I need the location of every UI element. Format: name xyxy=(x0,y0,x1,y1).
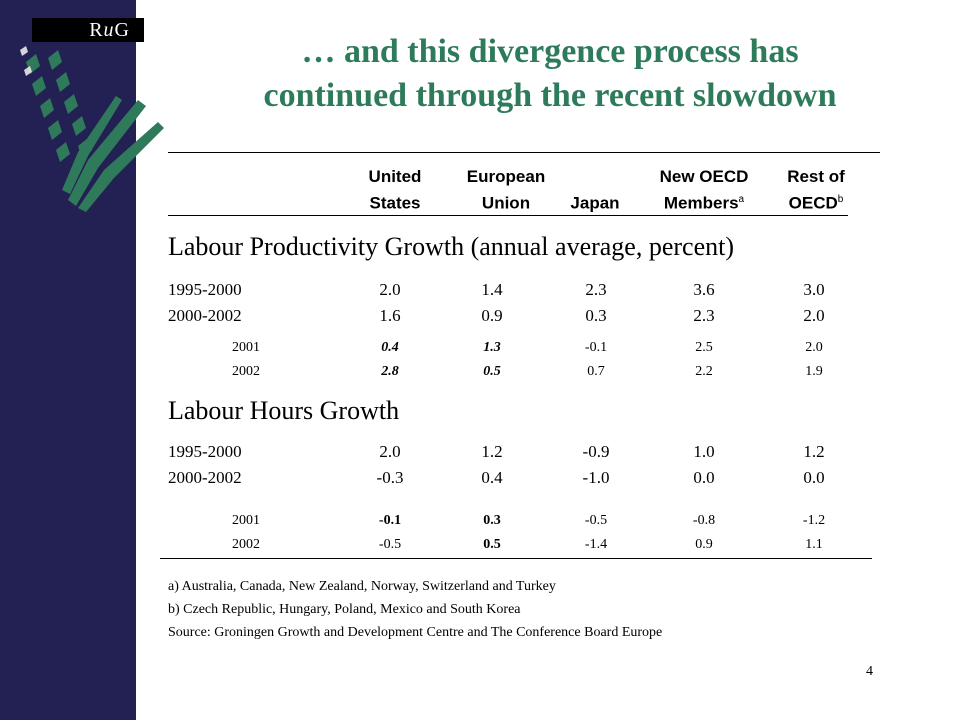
row-label: 2001 xyxy=(232,513,260,528)
table-cell: 2.0 xyxy=(805,340,823,355)
column-header: Japan xyxy=(525,165,665,215)
table-cell: 2.5 xyxy=(695,340,713,355)
table-cell: -1.2 xyxy=(802,513,826,528)
table-cell: 0.4 xyxy=(481,468,503,487)
section-title: Labour Productivity Growth (annual avera… xyxy=(168,232,735,261)
column-header: New OECD Membersa xyxy=(634,165,774,215)
table-cell: 0.4 xyxy=(381,340,399,355)
logo-text-prefix: R xyxy=(89,19,104,41)
page-title: … and this divergence process has contin… xyxy=(150,30,950,118)
table-cell: -0.1 xyxy=(584,340,608,355)
column-header-line-2-text: States xyxy=(369,193,421,213)
table-cell: -0.1 xyxy=(378,513,402,528)
column-header-line-2: Membersa xyxy=(634,188,774,215)
column-header-line-2-text: OECD xyxy=(788,193,838,213)
column-header-line-1: Rest of xyxy=(787,167,845,186)
row-label: 2000-2002 xyxy=(168,468,242,487)
table-cell: 0.0 xyxy=(693,468,715,487)
table-cell: 3.0 xyxy=(803,280,825,299)
column-header-line-2: OECDb xyxy=(746,188,886,215)
table-cell: 0.0 xyxy=(803,468,825,487)
row-label: 1995-2000 xyxy=(168,280,242,299)
table-cell: -0.3 xyxy=(376,468,404,487)
row-label: 2002 xyxy=(232,364,260,379)
table-top-rule xyxy=(168,152,880,153)
column-header-line-2: Japan xyxy=(525,188,665,215)
table-cell: 1.4 xyxy=(481,280,503,299)
row-label: 2002 xyxy=(232,537,260,552)
table-cell: 2.0 xyxy=(379,280,401,299)
table-cell: 2.2 xyxy=(695,364,713,379)
logo-text-italic: u xyxy=(103,19,115,41)
table-cell: 1.2 xyxy=(481,442,503,461)
table-cell: -0.8 xyxy=(692,513,716,528)
column-header-line-2-text: Japan xyxy=(570,193,620,213)
table-cell: -1.0 xyxy=(582,468,610,487)
column-header-line-2-text: Members xyxy=(663,193,739,213)
header-bottom-rule xyxy=(168,215,848,216)
table-cell: 0.5 xyxy=(483,364,501,379)
table-cell: 1.0 xyxy=(693,442,715,461)
title-line-1: … and this divergence process has xyxy=(301,33,799,70)
table-cell: 0.5 xyxy=(483,537,501,552)
table-bottom-rule xyxy=(160,558,872,559)
table-cell: 1.9 xyxy=(805,364,823,379)
table-cell: 0.3 xyxy=(483,513,501,528)
table-cell: 0.7 xyxy=(587,364,605,379)
column-header: Rest of OECDb xyxy=(746,165,886,215)
column-header-line-1: United xyxy=(368,167,422,186)
table-cell: 2.3 xyxy=(585,280,607,299)
wheat-logo-icon xyxy=(20,46,164,212)
column-header-line-1: European xyxy=(466,167,546,186)
table-cell: 1.1 xyxy=(805,537,823,552)
row-label: 1995-2000 xyxy=(168,442,242,461)
column-header: United States xyxy=(325,165,465,215)
table-cell: 0.9 xyxy=(481,306,503,325)
table-cell: 2.0 xyxy=(803,306,825,325)
table-cell: -0.5 xyxy=(584,513,608,528)
footnote-marker: a xyxy=(738,194,745,205)
table-cell: 0.9 xyxy=(695,537,713,552)
table-cell: 2.0 xyxy=(379,442,401,461)
table-cell: 2.8 xyxy=(381,364,399,379)
title-line-2: continued through the recent slowdown xyxy=(263,77,837,114)
column-header: European Union xyxy=(436,165,576,215)
table-cell: 2.3 xyxy=(693,306,715,325)
column-header-line-1: New OECD xyxy=(659,167,749,186)
page-number: 4 xyxy=(866,664,873,679)
footnote-a: a) Australia, Canada, New Zealand, Norwa… xyxy=(168,579,556,594)
footnote-b: b) Czech Republic, Hungary, Poland, Mexi… xyxy=(168,602,521,617)
footnote-marker: b xyxy=(837,194,844,205)
column-header-line-2-text: Union xyxy=(481,193,531,213)
table-cell: 1.3 xyxy=(483,340,501,355)
column-header-line-2: States xyxy=(325,188,465,215)
table-cell: 0.3 xyxy=(585,306,607,325)
table-cell: -0.9 xyxy=(582,442,610,461)
rug-logo: RuG xyxy=(32,18,144,42)
table-cell: 1.2 xyxy=(803,442,825,461)
column-header-line-2: Union xyxy=(436,188,576,215)
table-cell: 3.6 xyxy=(693,280,715,299)
table-cell: 1.6 xyxy=(379,306,401,325)
table-cell: -0.5 xyxy=(378,537,402,552)
logo-text-suffix: G xyxy=(114,19,130,41)
table-cell: -1.4 xyxy=(584,537,608,552)
footnote-source: Source: Groningen Growth and Development… xyxy=(168,625,663,640)
sidebar-band xyxy=(0,0,136,720)
section-title: Labour Hours Growth xyxy=(168,396,400,425)
row-label: 2000-2002 xyxy=(168,306,242,325)
row-label: 2001 xyxy=(232,340,260,355)
